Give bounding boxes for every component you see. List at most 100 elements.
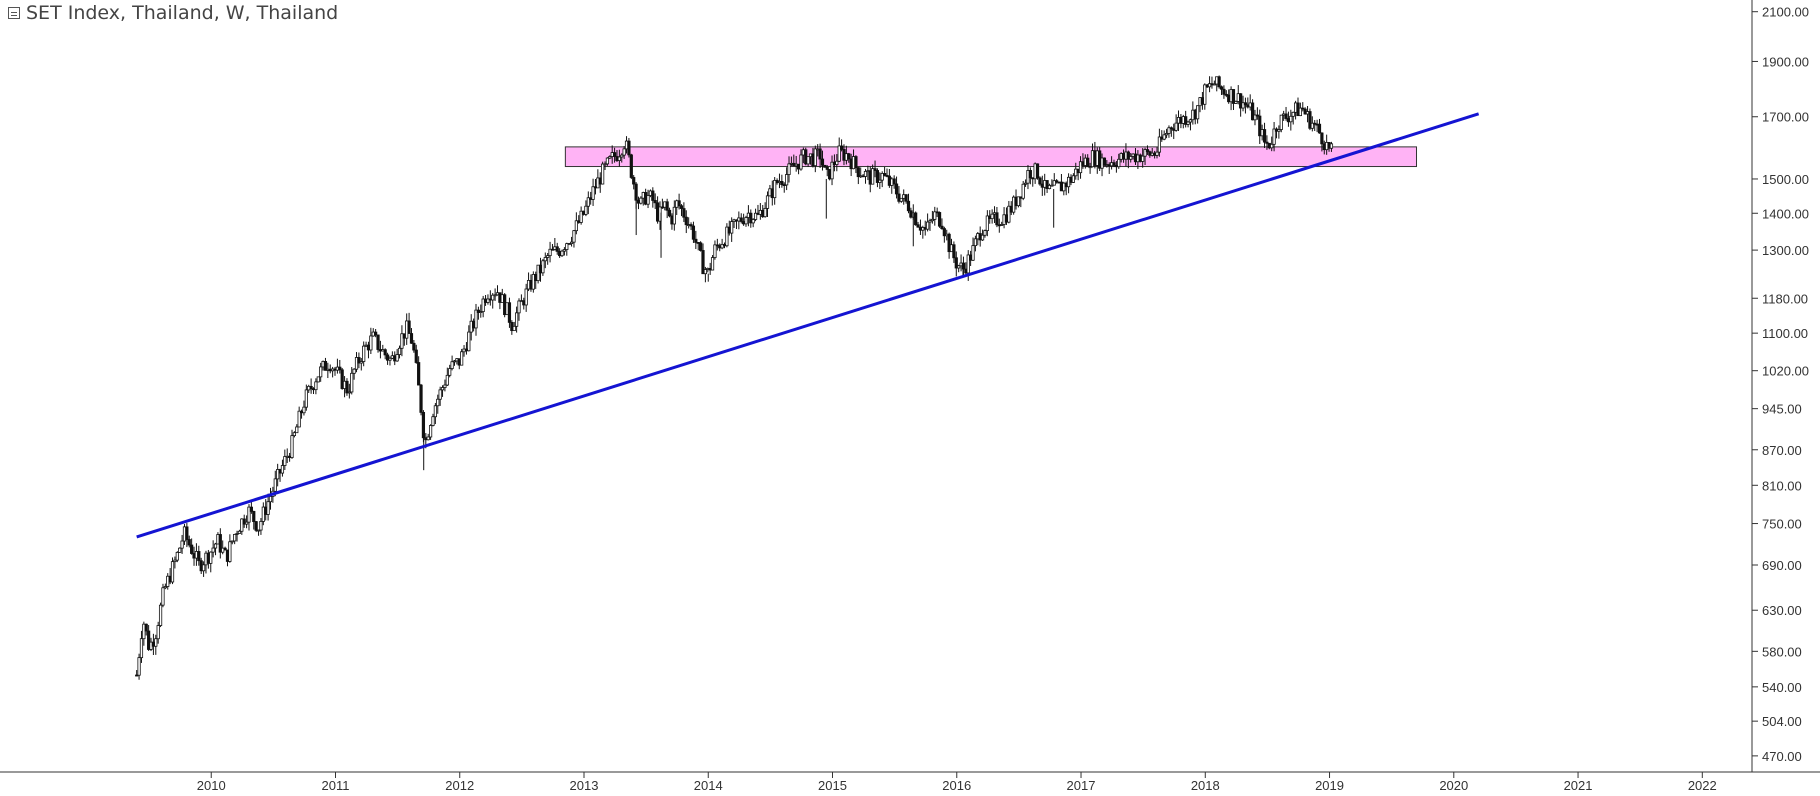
candle-body	[256, 529, 261, 532]
candle-body	[302, 406, 306, 414]
candle-body	[1141, 155, 1145, 162]
candle-body	[942, 228, 946, 237]
candle-body	[340, 369, 344, 389]
candle-body	[163, 586, 167, 589]
candle-body	[995, 212, 999, 226]
candle-body	[916, 224, 920, 228]
y-tick-label: 504.00	[1762, 714, 1802, 729]
candle-body	[856, 167, 860, 178]
candle-body	[940, 225, 944, 230]
candle-body	[749, 212, 753, 224]
candle-body	[926, 221, 930, 230]
candle-body	[1277, 129, 1281, 132]
candle-body	[574, 220, 578, 232]
candle-body	[653, 200, 657, 204]
candle-body	[541, 260, 545, 274]
candle-body	[295, 426, 299, 434]
candle-body	[323, 360, 328, 371]
y-tick-label: 1500.00	[1762, 172, 1809, 187]
candle-body	[1298, 107, 1302, 117]
candle-body	[799, 154, 803, 170]
candle-body	[481, 298, 485, 312]
y-tick-label: 1400.00	[1762, 206, 1809, 221]
candle-body	[414, 349, 418, 363]
candle-body	[1320, 132, 1324, 145]
candle-body	[1078, 161, 1083, 174]
candle-body	[677, 200, 681, 207]
candle-body	[1167, 127, 1171, 134]
y-tick-label: 540.00	[1762, 680, 1802, 695]
candle-body	[878, 179, 882, 183]
candle-body	[892, 178, 896, 185]
candle-body	[1000, 224, 1004, 226]
candle-body	[1157, 136, 1161, 153]
candle-body	[297, 410, 301, 428]
candle-body	[474, 309, 478, 329]
candle-body	[1222, 88, 1226, 95]
x-tick-label: 2017	[1067, 778, 1096, 793]
candle-body	[460, 351, 464, 366]
candle-body	[252, 511, 256, 522]
candle-body	[713, 244, 717, 258]
candle-body	[158, 604, 163, 626]
candle-body	[450, 361, 454, 369]
candle-body	[601, 163, 605, 185]
candle-body	[397, 347, 402, 355]
candle-body	[385, 354, 390, 361]
candle-body	[894, 183, 899, 195]
candle-body	[744, 217, 748, 225]
collapse-icon[interactable]	[8, 7, 20, 19]
candle-body	[409, 333, 414, 344]
support-zone	[564, 146, 1418, 168]
candle-body	[701, 250, 705, 275]
candle-body	[985, 215, 989, 232]
candle-body	[170, 561, 175, 583]
x-tick-label: 2011	[322, 778, 350, 793]
candle-body	[1317, 123, 1322, 134]
candle-body	[1265, 141, 1269, 144]
candle-body	[266, 501, 270, 515]
candle-body	[980, 234, 985, 241]
candle-body	[694, 238, 698, 243]
candle-body	[369, 335, 373, 351]
candle-body	[230, 540, 234, 543]
candle-body	[933, 211, 937, 220]
candle-body	[201, 564, 206, 572]
candle-body	[1047, 185, 1052, 190]
candle-body	[820, 158, 825, 166]
candle-body	[787, 163, 791, 175]
candle-body	[952, 244, 956, 259]
candle-body	[187, 539, 191, 546]
candle-body	[753, 212, 758, 220]
candle-body	[1145, 149, 1150, 153]
candle-body	[507, 302, 512, 323]
candle-body	[417, 362, 421, 386]
candle-body	[244, 521, 249, 525]
candle-body	[830, 161, 834, 180]
candle-body	[565, 243, 569, 250]
candle-body	[419, 384, 423, 413]
candle-body	[1234, 101, 1238, 104]
candle-body	[835, 160, 839, 165]
candle-body	[1243, 102, 1248, 106]
candle-body	[156, 625, 160, 640]
candle-body	[178, 547, 182, 553]
candle-body	[452, 360, 457, 363]
candle-body	[228, 541, 232, 562]
candle-body	[785, 174, 789, 186]
candle-body	[1253, 114, 1257, 121]
candle-body	[209, 551, 213, 564]
y-tick-label: 1100.00	[1762, 326, 1808, 341]
candle-body	[751, 219, 755, 224]
candle-body	[137, 657, 141, 676]
candle-body	[739, 217, 743, 222]
candle-body	[579, 210, 583, 223]
candle-body	[930, 218, 934, 222]
candle-body	[928, 220, 932, 223]
candle-body	[1188, 119, 1193, 123]
candle-body	[283, 456, 287, 466]
candle-body	[237, 530, 242, 534]
candle-body	[407, 320, 411, 334]
y-tick-label: 580.00	[1762, 644, 1802, 659]
